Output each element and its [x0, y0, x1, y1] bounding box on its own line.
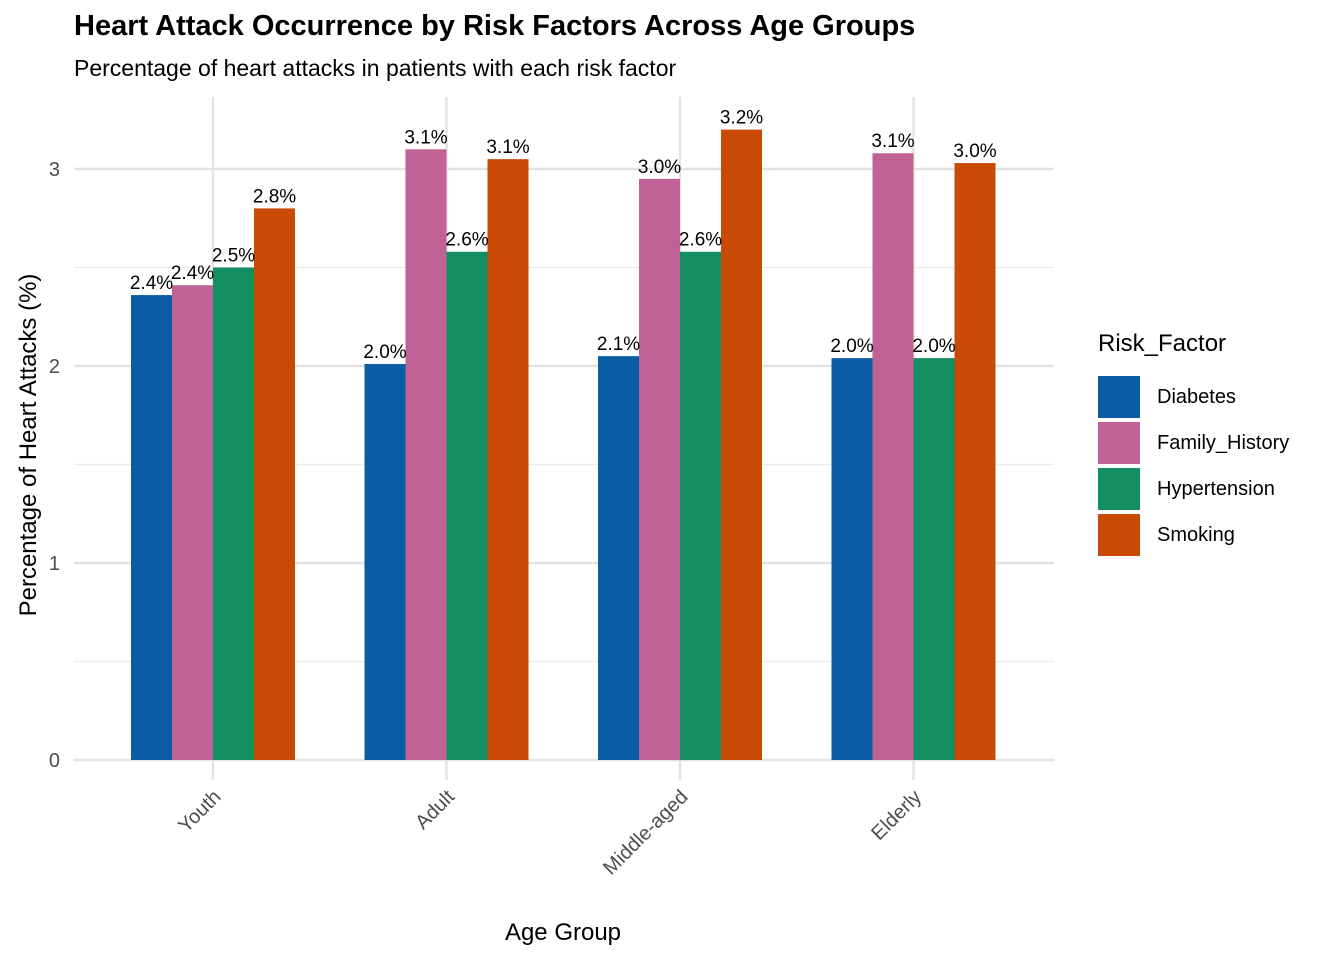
- x-tick-label: Adult: [411, 786, 459, 834]
- y-tick-label: 0: [49, 750, 60, 772]
- bar: [131, 295, 172, 760]
- legend-item: Family_History: [1098, 420, 1289, 466]
- legend-swatch: [1098, 422, 1140, 464]
- bar-label: 2.8%: [253, 186, 296, 207]
- bar: [254, 208, 295, 760]
- chart-title: Heart Attack Occurrence by Risk Factors …: [74, 10, 916, 42]
- bar: [364, 364, 406, 760]
- bar-label: 2.4%: [130, 273, 173, 294]
- bar-label: 2.6%: [445, 230, 488, 251]
- bar: [680, 251, 721, 761]
- legend-swatch: [1098, 376, 1140, 418]
- bar-label: 3.0%: [953, 141, 996, 162]
- legend-title: Risk_Factor: [1098, 330, 1227, 357]
- bar-label: 2.0%: [363, 342, 406, 363]
- legend-swatch: [1098, 468, 1140, 510]
- bar: [913, 358, 955, 760]
- bar-label: 2.5%: [212, 246, 255, 267]
- y-tick-label: 1: [49, 553, 60, 575]
- x-tick-label: Youth: [174, 786, 225, 837]
- legend-label: Smoking: [1157, 523, 1235, 546]
- bar-labels: 2.4%2.4%2.5%2.8%2.0%3.1%2.6%3.1%2.1%3.0%…: [130, 108, 997, 363]
- bar-label: 2.6%: [679, 230, 722, 251]
- bars: [131, 129, 996, 761]
- legend-item: Smoking: [1098, 512, 1289, 558]
- bar-label: 3.1%: [871, 131, 914, 152]
- bar: [446, 251, 488, 761]
- x-axis-title: Age Group: [505, 919, 621, 946]
- bar: [954, 163, 996, 761]
- bar: [721, 129, 762, 761]
- bar: [405, 149, 447, 761]
- x-tick-label: Elderly: [867, 786, 926, 845]
- bar-label: 3.1%: [486, 137, 529, 158]
- bar: [598, 356, 639, 760]
- bar: [172, 285, 213, 760]
- bar: [831, 358, 873, 760]
- legend: Risk_Factor Diabetes Family_History Hypert…: [1098, 330, 1289, 558]
- bar-label: 2.1%: [597, 334, 640, 355]
- legend-label: Family_History: [1157, 431, 1290, 454]
- legend-label: Diabetes: [1157, 385, 1236, 408]
- legend-label: Hypertension: [1157, 477, 1275, 500]
- y-axis-title: Percentage of Heart Attacks (%): [15, 274, 42, 617]
- bar: [487, 159, 529, 760]
- bar-label: 3.0%: [638, 157, 681, 178]
- y-tick-label: 3: [49, 159, 60, 181]
- bar-label: 3.1%: [404, 127, 447, 148]
- legend-swatch: [1098, 514, 1140, 556]
- bar: [872, 153, 914, 761]
- bar-label: 2.4%: [171, 263, 214, 284]
- x-tick-label: Middle-aged: [599, 786, 692, 879]
- legend-item: Hypertension: [1098, 466, 1289, 512]
- bar-label: 2.0%: [830, 336, 873, 357]
- legend-items: Diabetes Family_History Hypertension Smokin…: [1098, 374, 1289, 558]
- y-tick-label: 2: [49, 356, 60, 378]
- chart-subtitle: Percentage of heart attacks in patients …: [74, 55, 677, 81]
- bar-label: 2.0%: [912, 336, 955, 357]
- bar: [639, 178, 680, 761]
- bar-label: 3.2%: [720, 108, 763, 129]
- bar: [213, 267, 254, 760]
- legend-item: Diabetes: [1098, 374, 1289, 420]
